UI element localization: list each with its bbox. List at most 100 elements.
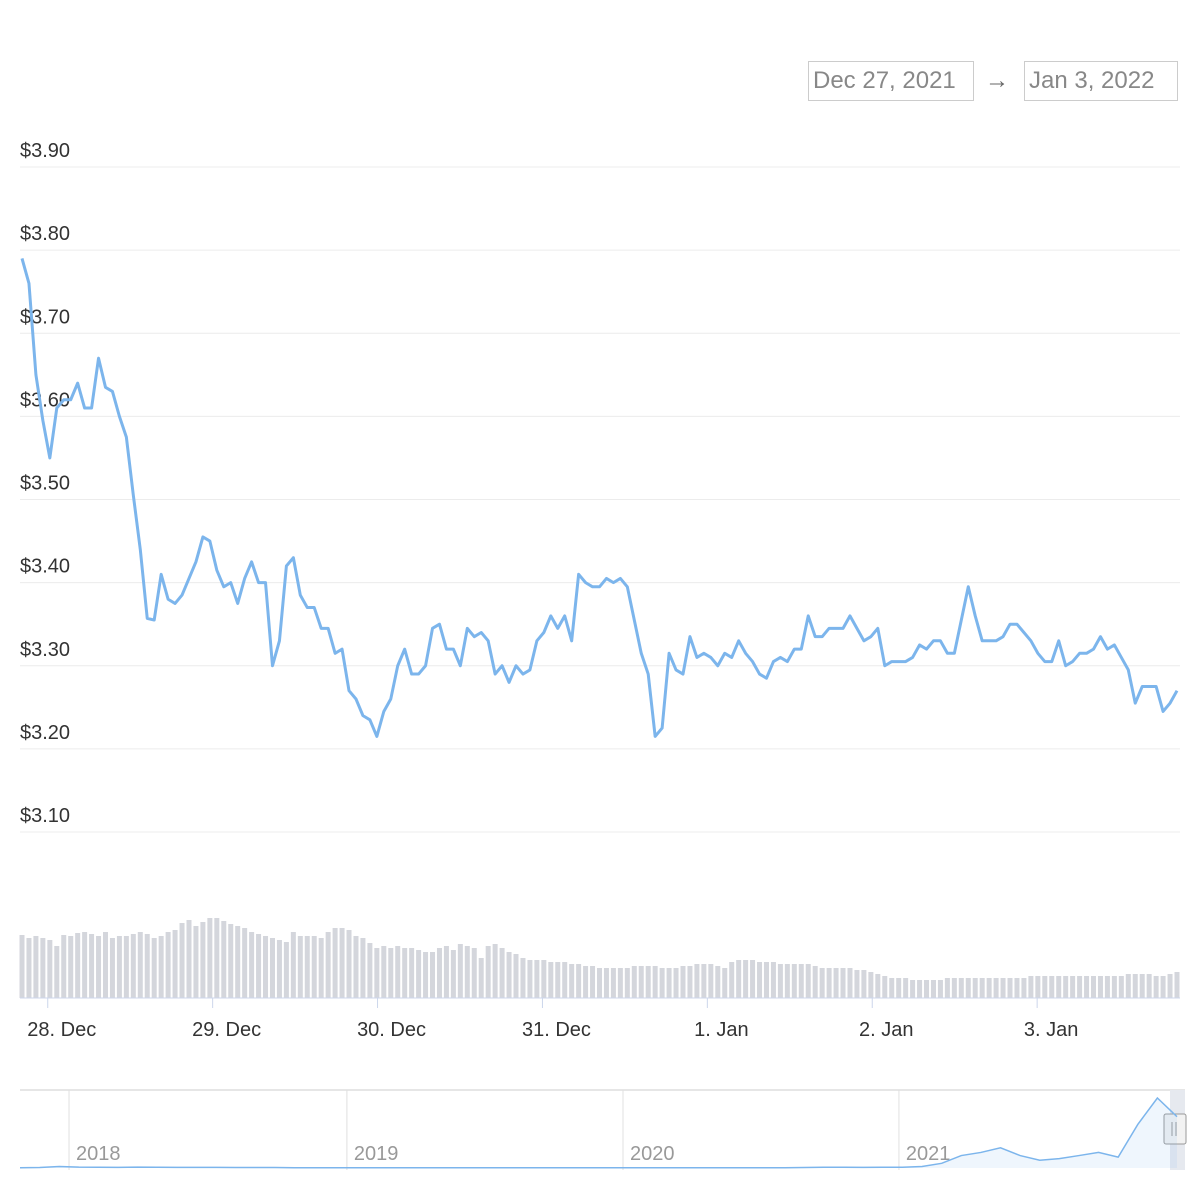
- volume-bar: [791, 964, 797, 998]
- volume-bar: [965, 978, 971, 998]
- volume-bar: [506, 952, 512, 998]
- volume-bar: [450, 950, 456, 998]
- navigator-line: [19, 1096, 1178, 1169]
- volume-bar: [603, 968, 609, 998]
- volume-bar: [610, 968, 616, 998]
- volume-bar: [562, 962, 568, 998]
- volume-bar: [1014, 978, 1020, 998]
- x-tick-label: 31. Dec: [522, 1019, 591, 1041]
- volume-bar: [659, 968, 665, 998]
- volume-bar: [26, 938, 32, 998]
- volume-bar: [409, 948, 415, 998]
- volume-bar: [144, 934, 150, 998]
- volume-bar: [137, 932, 143, 998]
- volume-bar: [75, 933, 81, 998]
- x-tick-label: 29. Dec: [192, 1019, 261, 1041]
- volume-bar: [102, 932, 108, 998]
- volume-bar: [471, 948, 477, 998]
- navigator-year: 2021: [906, 1143, 951, 1165]
- volume-bar: [590, 966, 596, 998]
- volume-bar: [944, 978, 950, 998]
- y-tick-label: $3.50: [20, 473, 70, 495]
- volume-bar: [249, 932, 255, 998]
- volume-bar: [798, 964, 804, 998]
- volume-bar: [513, 954, 519, 998]
- volume-bar: [457, 944, 463, 998]
- volume-bar: [395, 946, 401, 998]
- volume-bar: [930, 980, 936, 998]
- volume-bar: [186, 920, 192, 998]
- volume-bar: [979, 978, 985, 998]
- volume-bar: [583, 966, 589, 998]
- volume-bar: [993, 978, 999, 998]
- volume-bar: [221, 921, 227, 998]
- volume-bar: [910, 980, 916, 998]
- volume-bar: [82, 932, 88, 998]
- volume-bar: [1118, 976, 1124, 998]
- volume-bar: [61, 935, 67, 998]
- volume-bar: [770, 962, 776, 998]
- volume-bar: [833, 968, 839, 998]
- volume-bar: [687, 966, 693, 998]
- volume-bar: [172, 930, 178, 998]
- volume-bar: [903, 978, 909, 998]
- x-tick-label: 1. Jan: [694, 1019, 748, 1041]
- volume-bar: [109, 938, 115, 998]
- x-tick-label: 2. Jan: [859, 1019, 913, 1041]
- volume-bar: [1111, 976, 1117, 998]
- volume-bar: [311, 936, 317, 998]
- volume-bar: [569, 964, 575, 998]
- date-to[interactable]: Jan 3, 2022: [1024, 61, 1178, 101]
- volume-bar: [631, 966, 637, 998]
- volume-bar: [534, 960, 540, 998]
- volume-bar: [339, 928, 345, 998]
- volume-bar: [1167, 974, 1173, 998]
- volume-bar: [708, 964, 714, 998]
- volume-bar: [332, 928, 338, 998]
- volume-bar: [346, 930, 352, 998]
- volume-bar: [297, 936, 303, 998]
- volume-bar: [130, 934, 136, 998]
- volume-bar: [715, 966, 721, 998]
- volume-bar: [235, 926, 241, 998]
- volume-bar: [729, 962, 735, 998]
- volume-bar: [1097, 976, 1103, 998]
- volume-bar: [819, 968, 825, 998]
- x-tick-label: 30. Dec: [357, 1019, 426, 1041]
- volume-bar: [478, 958, 484, 998]
- volume-bar: [318, 938, 324, 998]
- volume-bar: [388, 948, 394, 998]
- volume-bar: [179, 923, 185, 998]
- y-tick-label: $3.30: [20, 639, 70, 661]
- volume-bar: [423, 952, 429, 998]
- volume-bar: [701, 964, 707, 998]
- volume-bar: [777, 964, 783, 998]
- volume-bar: [854, 970, 860, 998]
- volume-bar: [917, 980, 923, 998]
- volume-bar: [840, 968, 846, 998]
- volume-bar: [986, 978, 992, 998]
- volume-bar: [958, 978, 964, 998]
- volume-bar: [360, 938, 366, 998]
- volume-bar: [214, 918, 220, 998]
- volume-bar: [436, 948, 442, 998]
- volume-bar: [269, 938, 275, 998]
- volume-bar: [151, 938, 157, 998]
- volume-bar: [1160, 976, 1166, 998]
- volume-bar: [972, 978, 978, 998]
- y-tick-label: $3.10: [20, 805, 70, 827]
- volume-bar: [763, 962, 769, 998]
- volume-bar: [443, 946, 449, 998]
- volume-bar: [256, 934, 262, 998]
- volume-bar: [165, 932, 171, 998]
- volume-bar: [694, 964, 700, 998]
- background-layer: [19, 166, 1185, 1170]
- date-from[interactable]: Dec 27, 2021: [808, 61, 974, 101]
- volume-bar: [743, 960, 749, 998]
- range-arrow: →: [985, 67, 1009, 94]
- volume-bar: [1049, 976, 1055, 998]
- volume-bar: [1021, 978, 1027, 998]
- volume-bar: [784, 964, 790, 998]
